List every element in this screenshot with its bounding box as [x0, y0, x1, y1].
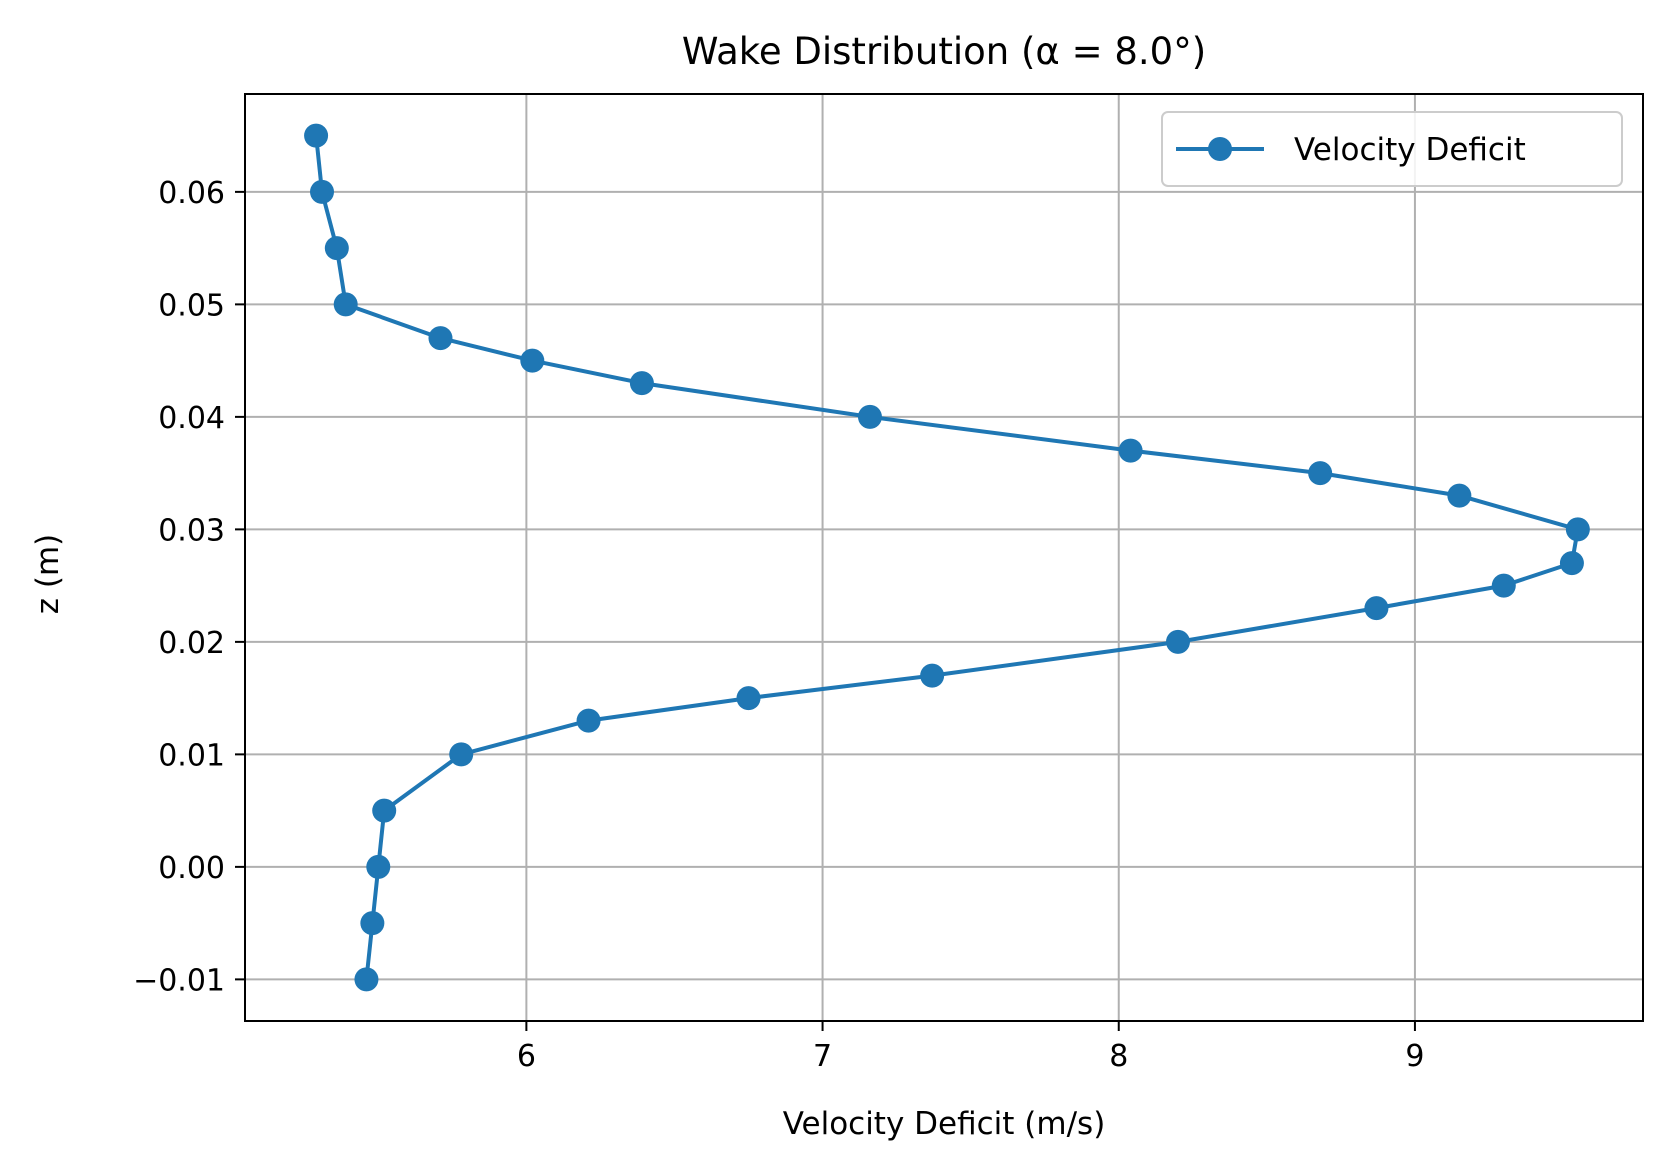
- data-point: [360, 911, 385, 936]
- grid: [245, 94, 1643, 1021]
- data-point: [354, 967, 379, 992]
- x-tick-label: 9: [1405, 1039, 1424, 1074]
- y-tick-label: 0.06: [158, 176, 225, 211]
- data-point: [1118, 438, 1143, 463]
- x-axis-label: Velocity Deficit (m/s): [783, 1106, 1106, 1142]
- data-point: [324, 236, 349, 261]
- data-point: [1364, 596, 1389, 621]
- data-point: [1447, 483, 1472, 508]
- data-point: [920, 663, 945, 688]
- x-tick-label: 8: [1109, 1039, 1128, 1074]
- data-point: [449, 742, 474, 767]
- data-point: [366, 854, 391, 879]
- data-point: [1559, 551, 1584, 576]
- plot-frame: [244, 93, 1644, 1022]
- x-axis: 6 7 8 9: [517, 1021, 1424, 1074]
- legend-frame: [1161, 111, 1623, 187]
- data-point: [736, 686, 761, 711]
- data-point: [428, 326, 453, 351]
- data-point: [304, 123, 329, 148]
- data-point: [333, 292, 358, 317]
- data-point: [1165, 629, 1190, 654]
- y-axis: −0.01 0.00 0.01 0.02 0.03 0.04 0.05 0.06: [133, 176, 245, 998]
- legend-label: Velocity Deficit: [1294, 132, 1526, 168]
- data-point: [520, 348, 545, 373]
- data-point: [576, 708, 601, 733]
- data-point: [629, 371, 654, 396]
- data-point: [372, 798, 397, 823]
- data-point: [1308, 461, 1333, 486]
- y-tick-label: 0.02: [158, 626, 225, 661]
- data-point: [857, 404, 882, 429]
- y-axis-label: z (m): [30, 534, 66, 615]
- chart-title: Wake Distribution (α = 8.0°): [682, 30, 1206, 73]
- y-tick-label: 0.03: [158, 513, 225, 548]
- y-tick-label: −0.01: [133, 963, 225, 998]
- series-layer: [304, 123, 1590, 992]
- data-point: [1565, 517, 1590, 542]
- legend-marker-icon: [1208, 137, 1232, 161]
- data-point: [1491, 573, 1516, 598]
- y-tick-label: 0.00: [158, 851, 225, 886]
- legend: Velocity Deficit: [1161, 111, 1623, 187]
- y-tick-label: 0.05: [158, 288, 225, 323]
- series-line: [314, 135, 1580, 980]
- data-point: [310, 179, 335, 204]
- x-tick-label: 7: [813, 1039, 832, 1074]
- y-tick-label: 0.01: [158, 738, 225, 773]
- y-tick-label: 0.04: [158, 401, 225, 436]
- x-tick-label: 6: [517, 1039, 536, 1074]
